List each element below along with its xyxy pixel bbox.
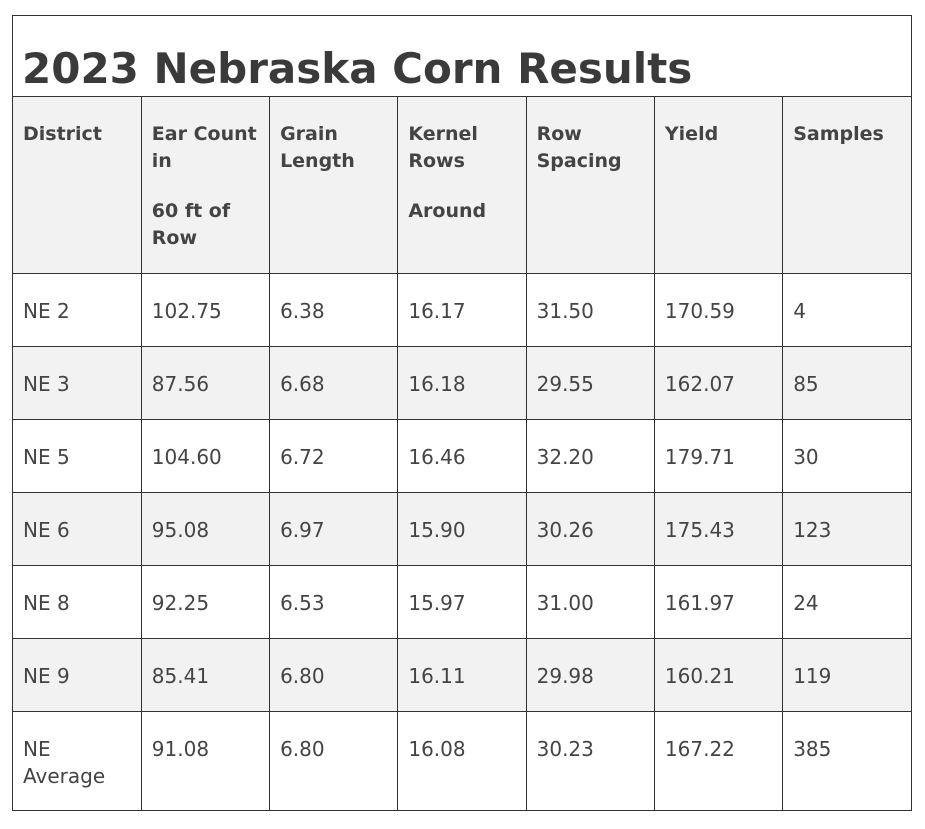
- table-cell: 161.97: [653, 564, 784, 639]
- table-cell: 91.08: [140, 710, 271, 810]
- table-cell: 6.68: [269, 345, 399, 420]
- table-cell: 15.97: [397, 564, 527, 639]
- header-text: Ear Count in: [151, 123, 257, 172]
- table-cell: 123: [782, 491, 911, 566]
- header-row: District Ear Count in 60 ft of Row Grain Le…: [13, 97, 911, 274]
- header-cell: Row Spacing: [525, 97, 655, 274]
- table-row: NE 2 102.75 6.38 16.17 31.50 170.59 4: [13, 273, 911, 347]
- results-table: District Ear Count in 60 ft of Row Grain Le…: [13, 97, 911, 810]
- table-row: NE 3 87.56 6.68 16.18 29.55 162.07 85: [13, 345, 911, 420]
- header-text: Yield: [664, 123, 719, 145]
- header-text: Row Spacing: [536, 123, 622, 172]
- header-cell: Kernel Rows Around: [397, 97, 527, 274]
- table-cell: 29.98: [525, 637, 655, 712]
- table-cell: 175.43: [653, 491, 784, 566]
- table-cell: NE Average: [13, 710, 142, 810]
- table-cell: 85.41: [140, 637, 271, 712]
- table-cell: NE 3: [13, 345, 142, 420]
- table-cell: NE 6: [13, 491, 142, 566]
- header-text: 60 ft of Row: [151, 200, 231, 249]
- table-cell: 16.18: [397, 345, 527, 420]
- table-cell: 385: [782, 710, 911, 810]
- table-cell: 4: [782, 273, 911, 347]
- table-cell: 170.59: [653, 273, 784, 347]
- table-cell: 104.60: [140, 418, 271, 493]
- table-card: 2023 Nebraska Corn Results District Ear C…: [12, 15, 912, 811]
- header-text: Grain Length: [280, 123, 355, 172]
- table-row: NE Average 91.08 6.80 16.08 30.23 167.22 385: [13, 710, 911, 810]
- table-cell: 16.08: [397, 710, 527, 810]
- table-cell: 92.25: [140, 564, 271, 639]
- table-cell: 16.17: [397, 273, 527, 347]
- table-cell: NE 9: [13, 637, 142, 712]
- table-cell: 179.71: [653, 418, 784, 493]
- table-row: NE 6 95.08 6.97 15.90 30.26 175.43 123: [13, 491, 911, 566]
- header-text: Around: [408, 200, 487, 222]
- table-cell: 6.72: [269, 418, 399, 493]
- table-cell: 6.38: [269, 273, 399, 347]
- header-text: District: [23, 123, 102, 145]
- table-cell: 85: [782, 345, 911, 420]
- table-cell: 87.56: [140, 345, 271, 420]
- table-cell: 6.97: [269, 491, 399, 566]
- header-cell: District: [13, 97, 142, 274]
- header-cell: Grain Length: [269, 97, 399, 274]
- table-row: NE 5 104.60 6.72 16.46 32.20 179.71 30: [13, 418, 911, 493]
- table-cell: 102.75: [140, 273, 271, 347]
- table-cell: 30: [782, 418, 911, 493]
- table-cell: NE 5: [13, 418, 142, 493]
- table-cell: 95.08: [140, 491, 271, 566]
- table-cell: 15.90: [397, 491, 527, 566]
- header-text: Kernel Rows: [408, 123, 478, 172]
- table-cell: 24: [782, 564, 911, 639]
- title: 2023 Nebraska Corn Results: [13, 16, 911, 97]
- table-cell: 162.07: [653, 345, 784, 420]
- header-text: Samples: [793, 123, 884, 145]
- table-cell: 6.80: [269, 710, 399, 810]
- table-cell: 30.26: [525, 491, 655, 566]
- table-cell: 16.11: [397, 637, 527, 712]
- table-cell: NE 2: [13, 273, 142, 347]
- header-cell: Samples: [782, 97, 911, 274]
- table-cell: 16.46: [397, 418, 527, 493]
- table-row: NE 9 85.41 6.80 16.11 29.98 160.21 119: [13, 637, 911, 712]
- header-cell: Ear Count in 60 ft of Row: [140, 97, 271, 274]
- table-cell: 30.23: [525, 710, 655, 810]
- table-cell: 6.53: [269, 564, 399, 639]
- table-row: NE 8 92.25 6.53 15.97 31.00 161.97 24: [13, 564, 911, 639]
- table-cell: 160.21: [653, 637, 784, 712]
- table-cell: NE 8: [13, 564, 142, 639]
- table-cell: 167.22: [653, 710, 784, 810]
- header-cell: Yield: [653, 97, 784, 274]
- table-cell: 32.20: [525, 418, 655, 493]
- table-cell: 119: [782, 637, 911, 712]
- table-cell: 31.50: [525, 273, 655, 347]
- table-cell: 6.80: [269, 637, 399, 712]
- table-cell: 31.00: [525, 564, 655, 639]
- table-cell: 29.55: [525, 345, 655, 420]
